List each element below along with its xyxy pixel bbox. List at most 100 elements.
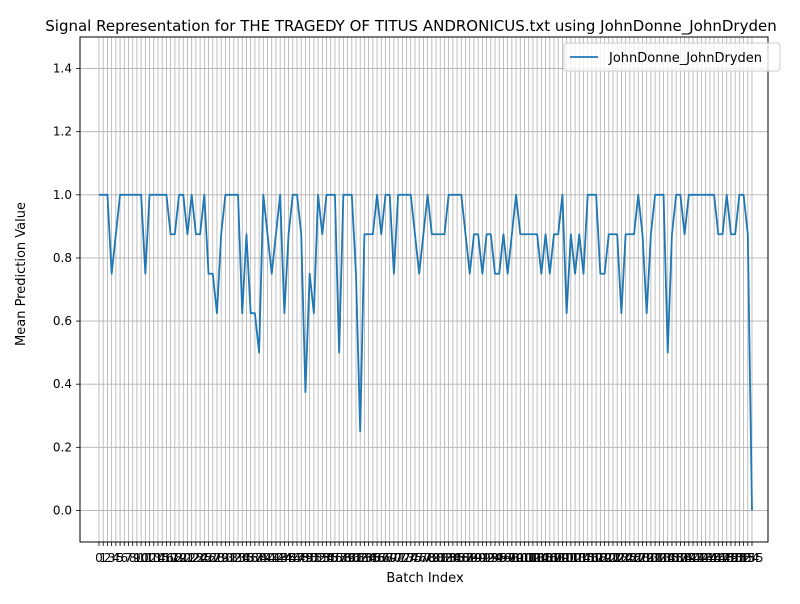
x-tick-label: 94 [487,551,502,565]
x-tick-label: 131 [639,551,662,565]
y-tick-label: 0.0 [53,503,72,517]
x-tick-label: 14 [150,551,165,565]
x-tick-label: 93 [483,551,498,565]
x-tick-label: 128 [627,551,650,565]
x-tick-label: 4 [112,551,120,565]
x-tick-label: 39 [256,551,271,565]
x-tick-label: 31 [222,551,237,565]
x-tick-label: 98 [504,551,519,565]
x-tick-label: 0 [95,551,103,565]
x-tick-label: 58 [336,551,351,565]
x-tick-label: 35 [239,551,254,565]
x-tick-label: 152 [728,551,751,565]
x-tick-label: 36 [243,551,258,565]
x-tick-label: 100 [509,551,532,565]
x-tick-label: 111 [555,551,578,565]
series-layer [99,193,753,511]
x-tick-label: 118 [585,551,608,565]
x-tick-label: 20 [176,551,191,565]
x-tick-label: 12 [142,551,157,565]
x-tick-label: 17 [163,551,178,565]
x-tick-label: 80 [428,551,443,565]
legend: JohnDonne_JohnDryden [563,42,781,72]
x-tick-label: 46 [285,551,300,565]
x-tick-label: 122 [602,551,625,565]
x-tick-label: 51 [306,551,321,565]
x-tick-label: 88 [462,551,477,565]
x-tick-label: 71 [390,551,405,565]
x-tick-label: 154 [736,551,759,565]
x-ticks: 0123456789101112131415161718192021222324… [95,542,763,565]
x-tick-label: 72 [395,551,410,565]
x-tick-label: 78 [420,551,435,565]
y-tick-label: 1.4 [53,62,72,76]
y-tick-label: 1.2 [53,125,72,139]
plot-frame [79,36,769,543]
x-tick-label: 49 [298,551,313,565]
x-tick-label: 5 [116,551,124,565]
x-tick-label: 56 [327,551,342,565]
x-tick-label: 137 [665,551,688,565]
x-tick-label: 90 [471,551,486,565]
x-tick-label: 42 [268,551,283,565]
x-tick-label: 123 [606,551,629,565]
x-tick-label: 53 [315,551,330,565]
legend-box [563,42,781,72]
x-tick-label: 101 [513,551,536,565]
x-tick-label: 109 [547,551,570,565]
x-tick-label: 61 [348,551,363,565]
y-tick-label: 0.2 [53,440,72,454]
x-tick-label: 29 [214,551,229,565]
x-tick-label: 68 [378,551,393,565]
x-tick-label: 135 [656,551,679,565]
y-ticks: 0.0 0.2 0.4 0.6 0.8 1.0 1.2 1.4 [53,62,80,517]
x-tick-label: 45 [281,551,296,565]
x-tick-label: 121 [597,551,620,565]
x-tick-label: 119 [589,551,612,565]
x-tick-label: 18 [167,551,182,565]
x-tick-label: 21 [180,551,195,565]
y-tick-label: 0.6 [53,314,72,328]
chart-title: Signal Representation for THE TRAGEDY OF… [45,17,776,36]
x-tick-label: 81 [433,551,448,565]
x-tick-label: 15 [155,551,170,565]
x-tick-label: 87 [458,551,473,565]
x-tick-label: 7 [125,551,133,565]
x-tick-label: 59 [340,551,355,565]
x-tick-label: 99 [508,551,523,565]
x-tick-label: 66 [369,551,384,565]
x-tick-label: 136 [661,551,684,565]
x-tick-label: 132 [644,551,667,565]
x-tick-label: 102 [517,551,540,565]
x-tick-label: 107 [538,551,561,565]
x-tick-label: 89 [466,551,481,565]
x-tick-label: 27 [205,551,220,565]
x-tick-label: 74 [403,551,418,565]
x-tick-label: 54 [319,551,334,565]
x-tick-label: 127 [623,551,646,565]
x-tick-label: 97 [500,551,515,565]
x-tick-label: 62 [353,551,368,565]
x-tick-label: 30 [218,551,233,565]
x-tick-label: 75 [407,551,422,565]
x-tick-label: 19 [171,551,186,565]
x-tick-label: 10 [133,551,148,565]
x-tick-label: 134 [652,551,675,565]
x-tick-label: 40 [260,551,275,565]
x-axis-label: Batch Index [386,571,464,586]
x-tick-label: 148 [711,551,734,565]
x-tick-label: 129 [631,551,654,565]
x-tick-label: 95 [492,551,507,565]
x-tick-label: 86 [454,551,469,565]
x-tick-label: 114 [568,551,591,565]
x-tick-label: 52 [310,551,325,565]
x-tick-label: 92 [479,551,494,565]
x-tick-label: 9 [133,551,141,565]
x-tick-label: 108 [543,551,566,565]
x-tick-label: 41 [264,551,279,565]
x-tick-label: 155 [741,551,764,565]
x-tick-label: 76 [412,551,427,565]
x-tick-label: 38 [251,551,266,565]
